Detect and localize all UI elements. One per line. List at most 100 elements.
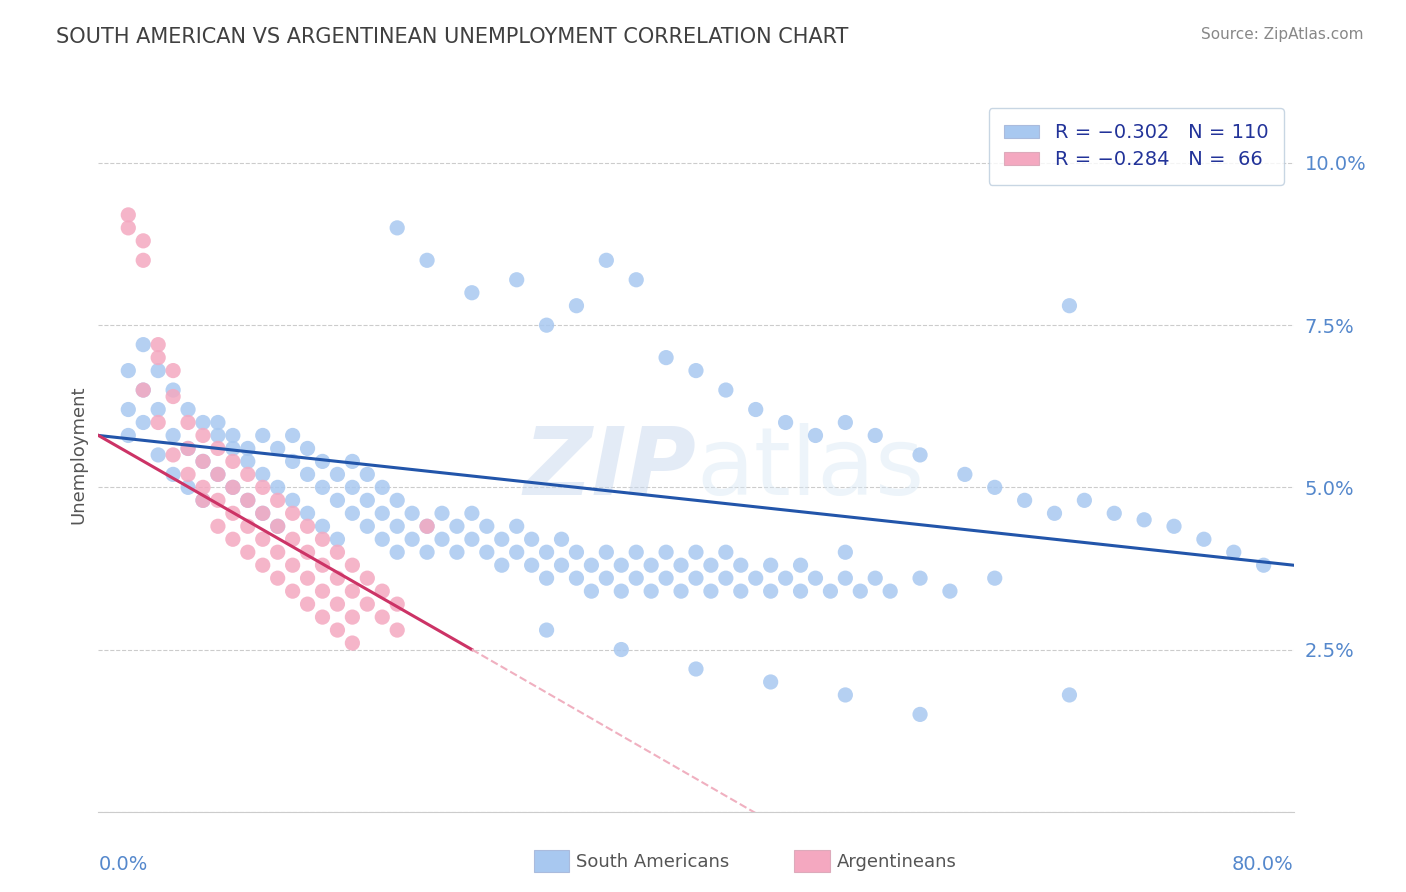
Point	[385, 623, 409, 637]
Point	[252, 428, 274, 442]
Point	[655, 571, 678, 585]
Point	[132, 234, 155, 248]
Point	[297, 519, 319, 533]
Point	[416, 519, 439, 533]
Point	[879, 584, 901, 599]
Point	[371, 533, 394, 547]
Point	[536, 545, 558, 559]
Point	[207, 467, 229, 482]
Point	[371, 506, 394, 520]
Point	[834, 571, 856, 585]
Point	[685, 363, 707, 377]
Point	[207, 442, 229, 456]
Text: 0.0%: 0.0%	[98, 855, 148, 873]
Point	[983, 480, 1005, 494]
Point	[281, 493, 304, 508]
Point	[685, 662, 707, 676]
Point	[536, 571, 558, 585]
Point	[326, 493, 349, 508]
Point	[416, 519, 439, 533]
Point	[132, 383, 155, 397]
Point	[191, 454, 214, 468]
Point	[1014, 493, 1036, 508]
Point	[297, 467, 319, 482]
Point	[461, 533, 484, 547]
Point	[117, 220, 139, 235]
Point	[222, 454, 245, 468]
Point	[342, 610, 364, 624]
Point	[252, 558, 274, 573]
Point	[222, 480, 245, 494]
Point	[252, 467, 274, 482]
Point	[745, 571, 768, 585]
Point	[162, 467, 184, 482]
Point	[536, 318, 558, 333]
Point	[281, 584, 304, 599]
Point	[326, 545, 349, 559]
Point	[939, 584, 962, 599]
Point	[789, 558, 811, 573]
Point	[222, 442, 245, 456]
Point	[148, 337, 170, 351]
Point	[311, 610, 333, 624]
Point	[222, 428, 245, 442]
Point	[371, 480, 394, 494]
Point	[281, 428, 304, 442]
Point	[595, 571, 617, 585]
Point	[311, 454, 333, 468]
Text: 80.0%: 80.0%	[1232, 855, 1294, 873]
Point	[207, 493, 229, 508]
Point	[281, 533, 304, 547]
Point	[191, 493, 214, 508]
Point	[416, 253, 439, 268]
Point	[385, 597, 409, 611]
Point	[297, 506, 319, 520]
Point	[610, 558, 633, 573]
Point	[745, 402, 768, 417]
Point	[624, 545, 647, 559]
Point	[491, 533, 513, 547]
Point	[162, 383, 184, 397]
Point	[430, 506, 453, 520]
Point	[385, 220, 409, 235]
Point	[177, 416, 200, 430]
Point	[281, 454, 304, 468]
Point	[1163, 519, 1185, 533]
Point	[117, 428, 139, 442]
Point	[789, 584, 811, 599]
Point	[759, 675, 782, 690]
Point	[759, 558, 782, 573]
Point	[326, 533, 349, 547]
Point	[207, 467, 229, 482]
Point	[581, 558, 603, 573]
Point	[342, 584, 364, 599]
Point	[550, 533, 572, 547]
Point	[311, 519, 333, 533]
Point	[236, 545, 259, 559]
Point	[804, 571, 827, 585]
Point	[849, 584, 872, 599]
Point	[191, 454, 214, 468]
Point	[714, 545, 737, 559]
Point	[430, 533, 453, 547]
Point	[177, 467, 200, 482]
Point	[908, 571, 931, 585]
Point	[356, 519, 378, 533]
Point	[252, 506, 274, 520]
Point	[297, 571, 319, 585]
Point	[311, 480, 333, 494]
Point	[401, 533, 423, 547]
Text: Source: ZipAtlas.com: Source: ZipAtlas.com	[1201, 27, 1364, 42]
Point	[117, 363, 139, 377]
Point	[297, 545, 319, 559]
Point	[581, 584, 603, 599]
Point	[1133, 513, 1156, 527]
Point	[326, 597, 349, 611]
Point	[610, 584, 633, 599]
Point	[983, 571, 1005, 585]
Point	[267, 571, 290, 585]
Point	[640, 584, 662, 599]
Point	[1059, 299, 1081, 313]
Point	[132, 337, 155, 351]
Point	[953, 467, 976, 482]
